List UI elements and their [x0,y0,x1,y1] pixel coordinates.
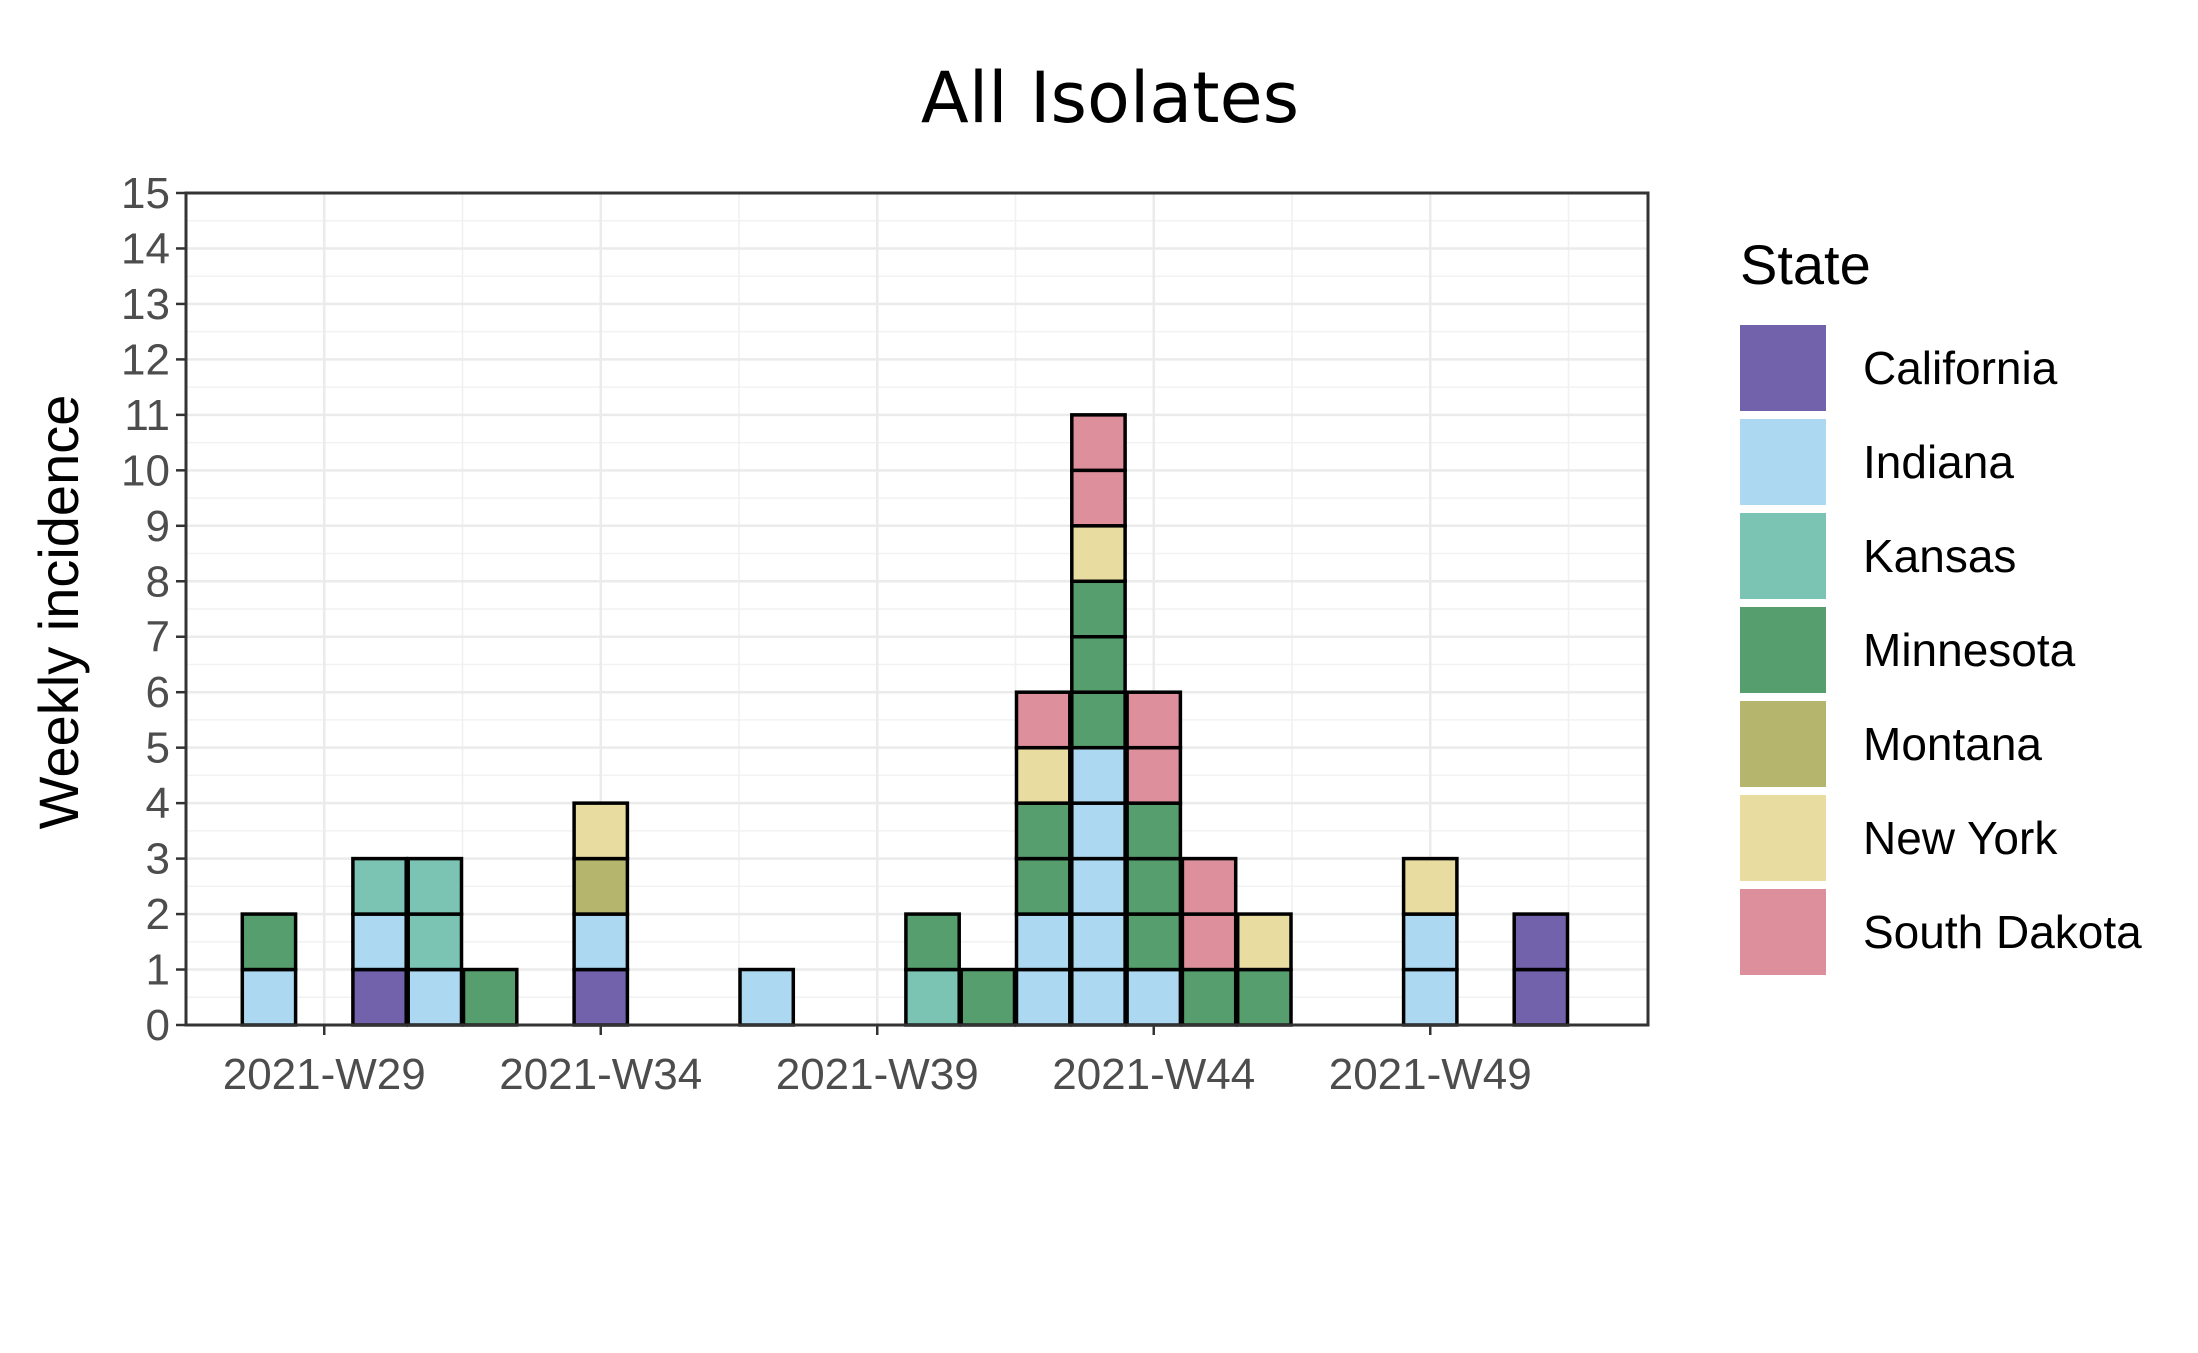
bar-segment-south-dakota [1070,468,1127,528]
x-tick-label: 2021-W44 [1052,1050,1255,1099]
bar-segment-south-dakota [1125,745,1183,805]
legend-key-california [1740,325,1826,411]
bar-segment-south-dakota [1070,413,1127,473]
legend-key-new-york [1740,795,1826,881]
bar-segment-kansas [406,856,464,916]
y-tick-label: 8 [146,557,170,606]
legend-key-kansas [1740,513,1826,599]
bar-segment-minnesota [1235,967,1293,1027]
legend-key-minnesota [1740,607,1826,693]
bar-segment-south-dakota [1014,690,1072,750]
bar-segment-minnesota [904,912,961,972]
legend-label: Minnesota [1863,624,2076,676]
bar-segment-new-york [572,801,630,861]
bar-segment-indiana [1070,912,1127,972]
legend-label: California [1863,342,2058,394]
bar-segment-california [1512,967,1570,1027]
y-tick-label: 0 [146,1001,170,1050]
y-tick-label: 14 [121,224,170,273]
bar-segment-minnesota [1180,967,1238,1027]
bar-segment-new-york [1235,912,1293,972]
y-tick-label: 4 [146,779,170,828]
bar-segment-new-york [1401,856,1459,916]
bar-segment-california [351,967,408,1027]
y-tick-label: 6 [146,668,170,717]
bar-segment-new-york [1014,745,1072,805]
legend-label: Montana [1863,718,2042,770]
y-tick-label: 3 [146,835,170,884]
bar-segment-minnesota [1070,579,1127,639]
legend-title: State [1740,233,1871,296]
bar-segment-indiana [1014,912,1072,972]
bar-segment-kansas [351,856,408,916]
bar-segment-south-dakota [1180,912,1238,972]
legend-key-indiana [1740,419,1826,505]
x-tick-label: 2021-W29 [223,1050,426,1099]
x-tick-label: 2021-W49 [1329,1050,1532,1099]
legend-label: Indiana [1863,436,2014,488]
legend-key-south-dakota [1740,889,1826,975]
y-tick-label: 2 [146,890,170,939]
bar-segment-california [572,967,630,1027]
bar-segment-indiana [1070,856,1127,916]
bar-segment-new-york [1070,524,1127,584]
bar-segment-california [1512,912,1570,972]
bar-segment-minnesota [1014,801,1072,861]
bar-segment-indiana [351,912,408,972]
bar-segment-minnesota [240,912,298,972]
bar-segment-minnesota [1125,801,1183,861]
bar-segment-south-dakota [1125,690,1183,750]
legend-label: South Dakota [1863,906,2142,958]
bar-segment-indiana [1070,801,1127,861]
y-axis-label: Weekly incidence [27,395,90,830]
bar-segment-south-dakota [1180,856,1238,916]
y-tick-label: 7 [146,613,170,662]
y-tick-label: 13 [121,280,170,329]
legend-key-montana [1740,701,1826,787]
bar-segment-indiana [240,967,298,1027]
bar-segment-minnesota [1070,634,1127,694]
bar-segment-indiana [1401,967,1459,1027]
bar-segment-indiana [1070,967,1127,1027]
bar-segment-montana [572,856,630,916]
y-tick-label: 9 [146,502,170,551]
x-tick-label: 2021-W39 [776,1050,979,1099]
y-tick-label: 10 [121,446,170,495]
y-tick-label: 12 [121,335,170,384]
bar-segment-indiana [1014,967,1072,1027]
legend: California Indiana Kansas Minnesota Montana N… [1740,325,2142,975]
x-tick-label: 2021-W34 [499,1050,702,1099]
bar-segment-minnesota [1070,690,1127,750]
bar-segment-minnesota [461,967,519,1027]
y-tick-label: 1 [146,946,170,995]
bar-segment-indiana [1125,967,1183,1027]
bar-segment-minnesota [1014,856,1072,916]
y-tick-label: 11 [124,391,170,440]
bar-segment-indiana [1401,912,1459,972]
plot-border [184,191,1650,1027]
legend-label: Kansas [1863,530,2016,582]
bar-segment-kansas [406,912,464,972]
bar-segment-indiana [406,967,464,1027]
chart-title: All Isolates [921,57,1299,139]
bar-segment-kansas [904,967,961,1027]
y-tick-label: 5 [146,724,170,773]
bar-segment-indiana [738,967,796,1027]
bar-segment-minnesota [959,967,1017,1027]
bar-segment-minnesota [1125,912,1183,972]
bar-segment-indiana [1070,745,1127,805]
bar-segment-minnesota [1125,856,1183,916]
legend-label: New York [1863,812,2058,864]
y-tick-label: 15 [121,169,170,218]
bar-segment-indiana [572,912,630,972]
